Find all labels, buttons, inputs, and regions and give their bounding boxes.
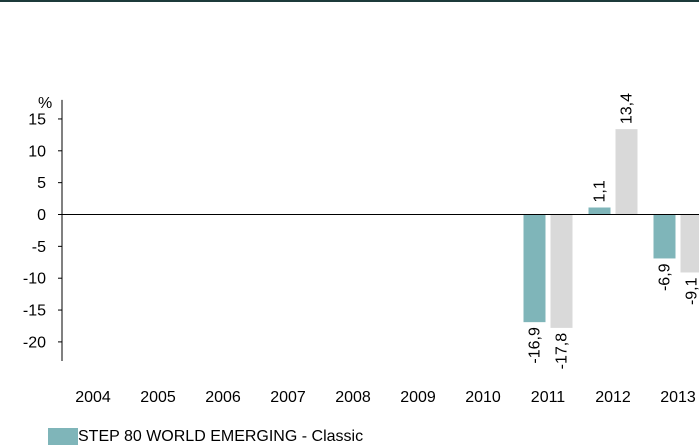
- x-tick-label: 2013: [660, 389, 696, 406]
- y-tick-label: 10: [28, 143, 46, 160]
- x-tick-label: 2005: [140, 389, 176, 406]
- legend-label: STEP 80 WORLD EMERGING - Classic: [78, 428, 364, 445]
- legend-swatch: [48, 428, 78, 445]
- bar-secondary: [550, 214, 573, 328]
- x-tick-label: 2007: [270, 389, 306, 406]
- x-tick-label: 2010: [465, 389, 501, 406]
- y-axis: %15 10 5 0 -5 -10 -15 -20: [23, 95, 63, 362]
- y-tick-label: 5: [37, 175, 46, 192]
- bars: [523, 129, 699, 328]
- bar-secondary: [680, 214, 699, 273]
- bar-value-label: -17,8: [554, 333, 571, 370]
- y-tick-label: -10: [23, 271, 46, 288]
- x-tick-label: 2011: [531, 389, 566, 406]
- bar-value-label: -6,9: [657, 263, 674, 291]
- y-tick-label: 0: [37, 207, 46, 224]
- x-tick-label: 2012: [595, 389, 631, 406]
- x-tick-label: 2006: [205, 389, 241, 406]
- x-tick-label: 2004: [75, 389, 111, 406]
- bar-value-label: -9,1: [684, 277, 699, 305]
- top-rule: [0, 0, 699, 2]
- y-axis-unit-label: %: [38, 95, 52, 112]
- bar-value-label: 13,4: [619, 93, 636, 124]
- bar-secondary: [615, 129, 638, 215]
- bar-primary: [653, 214, 676, 259]
- bar-primary: [588, 207, 611, 215]
- x-axis: 2004 2005 2006 2007 2008 2009 2010 2011 2012 2013: [62, 214, 699, 406]
- legend-item-primary: STEP 80 WORLD EMERGING - Classic: [48, 427, 363, 446]
- bar-primary: [523, 214, 546, 323]
- data-labels: -16,9 -17,8 1,1 13,4 -6,9 -9,1: [527, 93, 699, 369]
- x-tick-label: 2009: [400, 389, 436, 406]
- bar-value-label: -16,9: [527, 327, 544, 364]
- bar-value-label: 1,1: [592, 180, 609, 202]
- y-tick-label: -5: [32, 239, 46, 256]
- y-tick-label: -15: [23, 303, 46, 320]
- y-tick-label: -20: [23, 334, 46, 351]
- y-tick-label: 15: [28, 111, 46, 128]
- x-tick-label: 2008: [335, 389, 371, 406]
